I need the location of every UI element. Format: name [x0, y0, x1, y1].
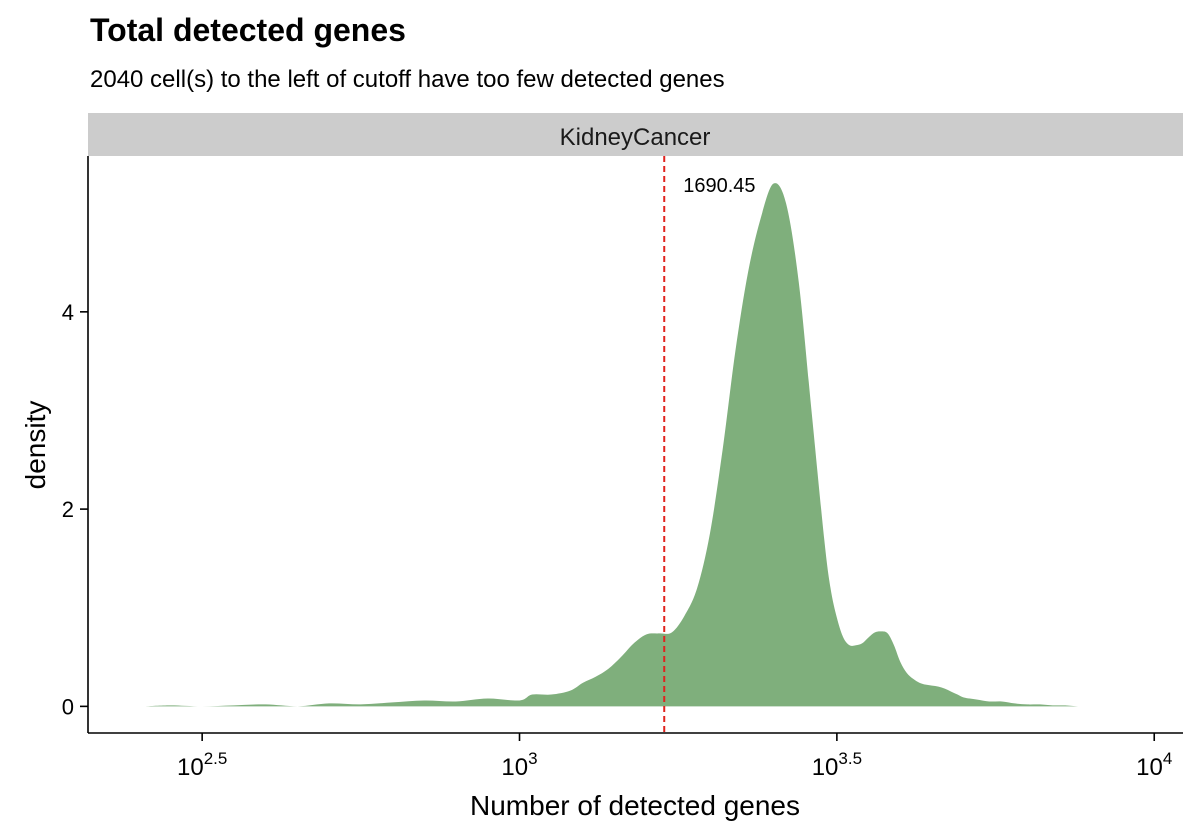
x-tick-label: 102.5 [177, 749, 227, 781]
y-axis-title: density [20, 401, 51, 490]
y-tick-label: 2 [62, 497, 74, 522]
y-tick-label: 0 [62, 694, 74, 719]
y-tick-label: 4 [62, 300, 74, 325]
chart-subtitle: 2040 cell(s) to the left of cutoff have … [90, 66, 725, 93]
density-area [144, 183, 1129, 707]
facet-strip [88, 113, 1183, 156]
x-tick-label: 103 [501, 749, 537, 781]
x-tick-label: 103.5 [812, 749, 862, 781]
x-tick-label: 104 [1136, 749, 1172, 781]
x-axis-title: Number of detected genes [470, 790, 800, 821]
cutoff-label: 1690.45 [683, 175, 755, 197]
chart-title: Total detected genes [90, 12, 406, 48]
facet-label: KidneyCancer [560, 124, 711, 151]
